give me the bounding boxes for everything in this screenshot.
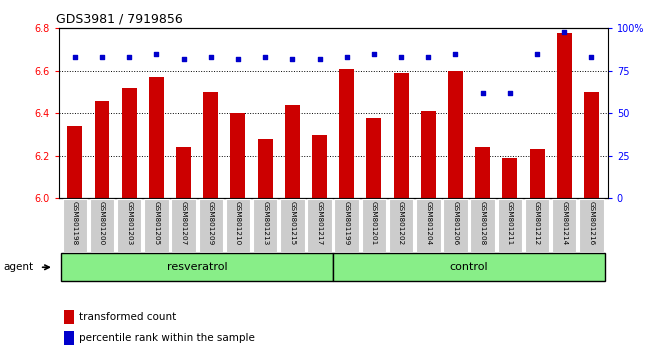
FancyBboxPatch shape <box>389 199 413 252</box>
Text: GSM801204: GSM801204 <box>425 201 432 245</box>
Bar <box>448 71 463 198</box>
Text: GSM801203: GSM801203 <box>126 201 132 245</box>
FancyBboxPatch shape <box>226 199 250 252</box>
Point <box>504 90 515 96</box>
Point <box>97 55 107 60</box>
Text: GSM801217: GSM801217 <box>317 201 322 245</box>
Point <box>450 51 461 57</box>
Bar <box>285 105 300 198</box>
FancyBboxPatch shape <box>61 253 333 281</box>
Point <box>559 29 569 35</box>
Bar <box>94 101 109 198</box>
Point <box>532 51 542 57</box>
Text: GSM801209: GSM801209 <box>208 201 214 245</box>
Point <box>478 90 488 96</box>
Point <box>151 51 162 57</box>
FancyBboxPatch shape <box>498 199 522 252</box>
Bar <box>475 147 490 198</box>
FancyBboxPatch shape <box>361 199 386 252</box>
Point <box>315 56 325 62</box>
Text: GSM801214: GSM801214 <box>561 201 567 245</box>
Point <box>70 55 80 60</box>
FancyBboxPatch shape <box>62 199 87 252</box>
Bar <box>312 135 327 198</box>
FancyBboxPatch shape <box>579 199 604 252</box>
FancyBboxPatch shape <box>117 199 142 252</box>
Bar <box>122 88 136 198</box>
Point <box>178 56 188 62</box>
Text: agent: agent <box>3 262 33 272</box>
Point <box>369 51 379 57</box>
FancyBboxPatch shape <box>416 199 441 252</box>
Point <box>287 56 298 62</box>
Text: transformed count: transformed count <box>79 312 177 322</box>
FancyBboxPatch shape <box>198 199 223 252</box>
Point <box>341 55 352 60</box>
Text: GSM801206: GSM801206 <box>452 201 458 245</box>
Point <box>396 55 406 60</box>
Bar <box>203 92 218 198</box>
Bar <box>502 158 517 198</box>
Bar <box>584 92 599 198</box>
Text: GSM801205: GSM801205 <box>153 201 159 245</box>
FancyBboxPatch shape <box>280 199 305 252</box>
Text: GSM801208: GSM801208 <box>480 201 486 245</box>
Text: GSM801200: GSM801200 <box>99 201 105 245</box>
FancyBboxPatch shape <box>333 253 605 281</box>
Text: GSM801211: GSM801211 <box>507 201 513 245</box>
Text: GDS3981 / 7919856: GDS3981 / 7919856 <box>56 13 183 26</box>
FancyBboxPatch shape <box>253 199 278 252</box>
Text: GSM801199: GSM801199 <box>344 201 350 245</box>
Bar <box>339 69 354 198</box>
FancyBboxPatch shape <box>144 199 168 252</box>
Bar <box>231 113 246 198</box>
Text: GSM801212: GSM801212 <box>534 201 540 245</box>
Point <box>233 56 243 62</box>
Bar <box>557 33 572 198</box>
Bar <box>421 111 436 198</box>
FancyBboxPatch shape <box>443 199 468 252</box>
FancyBboxPatch shape <box>172 199 196 252</box>
FancyBboxPatch shape <box>552 199 577 252</box>
FancyBboxPatch shape <box>307 199 332 252</box>
FancyBboxPatch shape <box>90 199 114 252</box>
Text: resveratrol: resveratrol <box>167 262 228 272</box>
Text: GSM801213: GSM801213 <box>262 201 268 245</box>
Bar <box>64 331 74 345</box>
Point <box>205 55 216 60</box>
Bar <box>68 126 83 198</box>
Point <box>124 55 135 60</box>
Text: GSM801215: GSM801215 <box>289 201 295 245</box>
Point <box>423 55 434 60</box>
Bar <box>367 118 382 198</box>
Text: GSM801202: GSM801202 <box>398 201 404 245</box>
Text: GSM801210: GSM801210 <box>235 201 241 245</box>
Bar <box>149 77 164 198</box>
Text: GSM801216: GSM801216 <box>588 201 595 245</box>
Text: GSM801207: GSM801207 <box>181 201 187 245</box>
Point <box>260 55 270 60</box>
Text: GSM801201: GSM801201 <box>371 201 377 245</box>
FancyBboxPatch shape <box>335 199 359 252</box>
Bar <box>257 139 272 198</box>
Text: percentile rank within the sample: percentile rank within the sample <box>79 333 255 343</box>
Bar <box>64 310 74 324</box>
Bar <box>530 149 545 198</box>
Text: GSM801198: GSM801198 <box>72 201 78 245</box>
Bar <box>394 73 409 198</box>
Text: control: control <box>450 262 488 272</box>
Point <box>586 55 597 60</box>
Bar <box>176 147 191 198</box>
FancyBboxPatch shape <box>471 199 495 252</box>
FancyBboxPatch shape <box>525 199 549 252</box>
